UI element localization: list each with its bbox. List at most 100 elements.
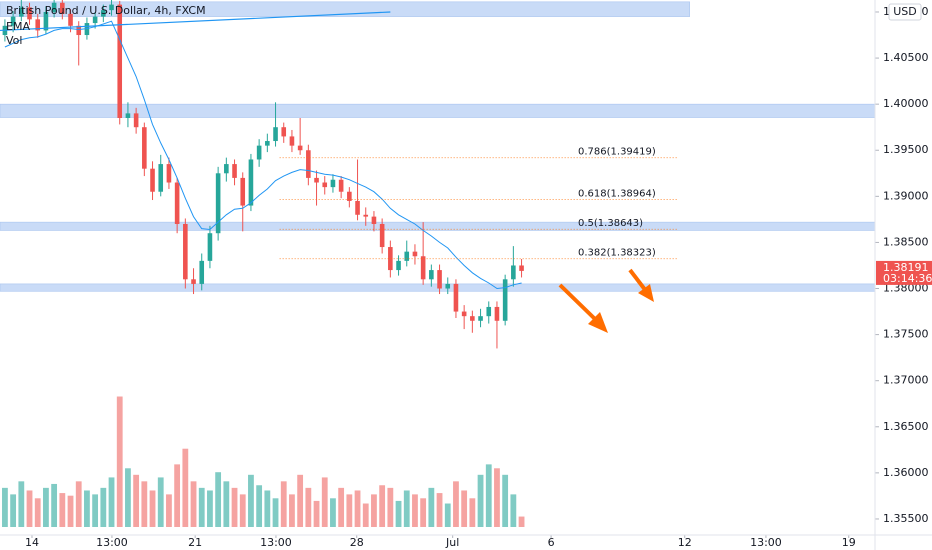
- y-tick-label: 1.39000: [883, 189, 929, 202]
- volume-bar: [125, 468, 131, 527]
- candle-body: [150, 168, 155, 192]
- candle-body: [511, 265, 516, 280]
- candle-body: [76, 25, 82, 36]
- volume-bar: [518, 516, 525, 527]
- y-tick-label: 1.37500: [883, 328, 929, 341]
- arrow-head: [588, 312, 608, 333]
- volume-bar: [330, 498, 336, 527]
- volume-bar: [10, 494, 17, 527]
- candle-body: [314, 177, 319, 183]
- countdown-label: 03:14:36: [883, 272, 932, 285]
- volume-bar: [412, 494, 418, 527]
- volume-bar: [18, 481, 25, 527]
- volume-bar: [141, 481, 148, 527]
- y-tick-label: 1.39500: [883, 143, 929, 156]
- volume-bar: [321, 477, 328, 527]
- volume-bar: [346, 494, 353, 527]
- arrow-shaft: [628, 268, 648, 293]
- candle-body: [486, 306, 492, 317]
- volume-bar: [133, 474, 140, 527]
- volume-bar: [297, 474, 304, 527]
- x-tick-label: 6: [548, 536, 555, 549]
- candle-body: [379, 223, 385, 248]
- volume-bar: [239, 494, 246, 527]
- volume-bar: [338, 487, 345, 527]
- candle-body: [273, 127, 278, 142]
- candle-body: [35, 19, 41, 31]
- volume-bar: [453, 481, 459, 527]
- volume-bar: [174, 464, 181, 527]
- fib-label: 0.786(1.39419): [578, 147, 656, 158]
- volume-bar: [485, 464, 492, 527]
- candle-body: [51, 2, 57, 12]
- candle-body: [404, 251, 410, 261]
- candle-body: [412, 251, 418, 257]
- volume-bar: [75, 481, 82, 527]
- volume-bar: [198, 487, 205, 527]
- x-tick-label: 21: [188, 536, 202, 549]
- candle-body: [338, 179, 344, 192]
- volume-bar: [420, 498, 427, 527]
- volume-bar: [2, 487, 8, 527]
- candle-body: [158, 164, 164, 192]
- candle-body: [256, 145, 262, 160]
- volume-bar: [215, 472, 222, 527]
- volume-bar: [444, 503, 451, 527]
- candle-body: [330, 179, 336, 188]
- ema-line: [4, 20, 522, 290]
- arrow: [558, 268, 654, 333]
- volume-bar: [477, 474, 484, 527]
- support-resistance-zone: [0, 103, 876, 118]
- candle-body: [371, 216, 377, 224]
- volume-bar: [149, 490, 156, 527]
- volume-bar: [469, 498, 476, 527]
- volume-bar: [157, 477, 164, 527]
- y-tick-label: 1.36500: [883, 420, 929, 433]
- volume-bar: [280, 481, 287, 527]
- candle-body: [232, 164, 237, 178]
- volume-bar: [371, 494, 377, 527]
- volume-bar: [223, 481, 230, 527]
- candle-body: [248, 159, 254, 206]
- arrow-shaft: [558, 283, 598, 322]
- currency-button[interactable]: [888, 3, 922, 21]
- volume-bar: [289, 494, 295, 527]
- x-tick-label: 14: [25, 536, 39, 549]
- candle-body: [215, 173, 221, 234]
- volume-bar: [387, 487, 394, 527]
- candle-body: [142, 127, 147, 169]
- volume-bar: [182, 448, 189, 527]
- candle-body: [109, 4, 114, 11]
- indicator-label: Vol: [6, 34, 22, 47]
- y-tick-label: 1.40000: [883, 97, 929, 110]
- candle-body: [265, 141, 270, 146]
- volume-bar: [461, 490, 468, 527]
- volume-bar: [502, 474, 509, 527]
- volume-bar: [26, 490, 33, 527]
- y-tick-label: 1.36000: [883, 466, 929, 479]
- candle-body: [60, 2, 65, 14]
- volume-bar: [190, 481, 197, 527]
- candle-body: [183, 223, 188, 280]
- candle-body: [10, 16, 16, 26]
- x-tick-label: Jul: [445, 536, 459, 549]
- y-tick-label: 1.37000: [883, 374, 929, 387]
- candle-body: [101, 10, 106, 17]
- candle-body: [117, 4, 123, 118]
- candle-body: [68, 13, 73, 26]
- volume-bar: [67, 495, 74, 527]
- fib-label: 0.382(1.38323): [578, 248, 656, 259]
- candle-body: [478, 316, 483, 321]
- candle-body: [199, 260, 205, 284]
- volume-bar: [362, 503, 369, 527]
- volume-bar: [84, 490, 90, 527]
- volume-bar: [116, 396, 123, 527]
- volume-bar: [92, 494, 99, 527]
- support-resistance-zone: [0, 1, 690, 17]
- last-price-label: 1.38191: [883, 261, 929, 274]
- volume-bar: [59, 493, 66, 527]
- candle-body: [347, 191, 352, 201]
- candle-body: [125, 113, 131, 118]
